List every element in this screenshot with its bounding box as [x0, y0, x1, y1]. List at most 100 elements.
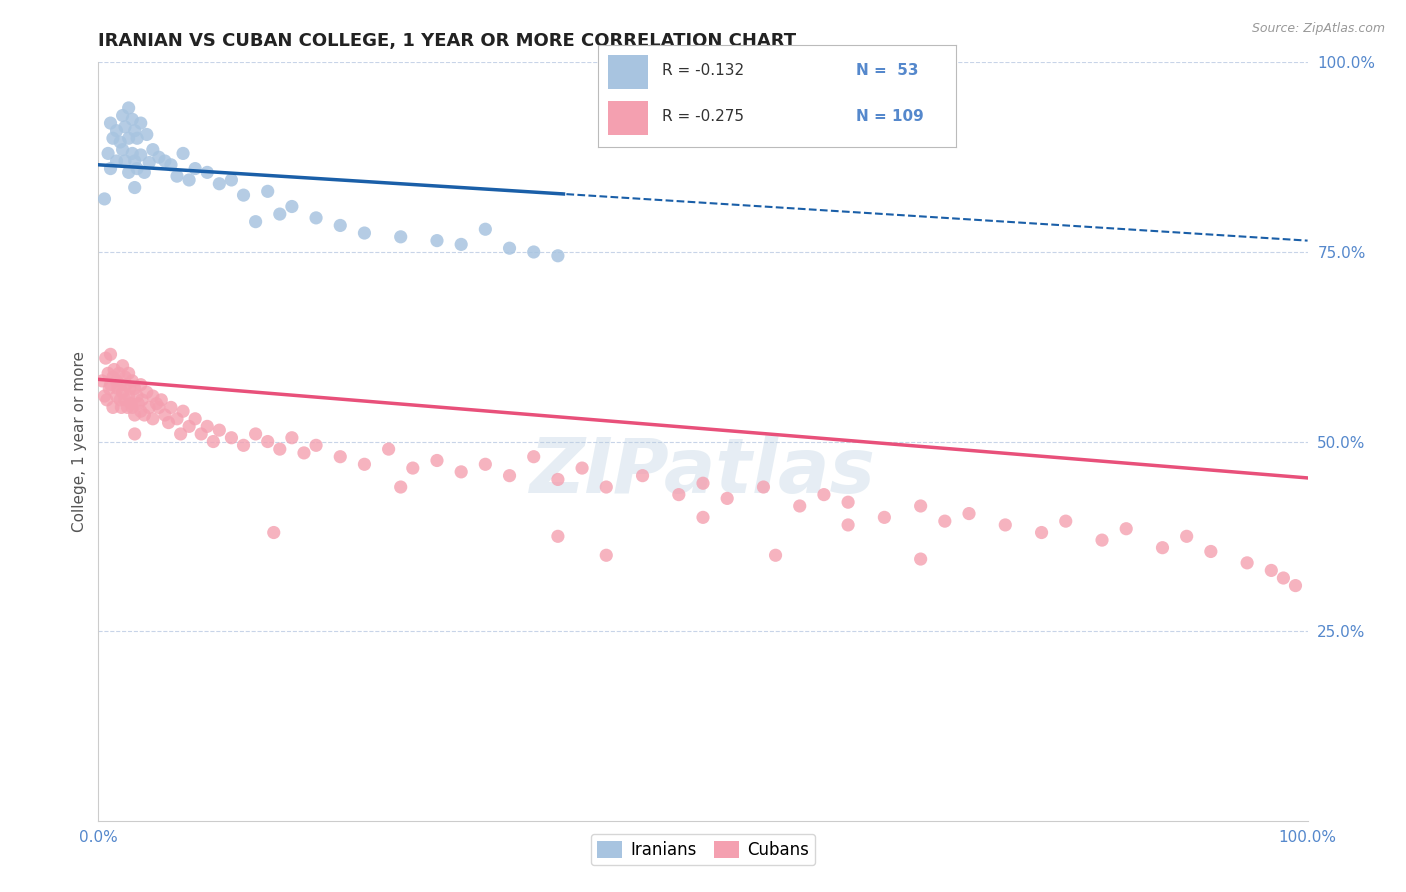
Point [105, 374, 128, 388]
Point [305, 438, 328, 452]
Point [547, 249, 569, 263]
Point [97, 146, 120, 161]
Point [124, 153, 146, 168]
Point [103, 362, 125, 376]
Point [1236, 556, 1258, 570]
Point [1054, 514, 1077, 528]
Point [994, 517, 1017, 532]
Point [114, 153, 136, 168]
Point [127, 131, 149, 145]
Point [129, 148, 152, 162]
Point [127, 396, 149, 410]
Point [108, 135, 131, 149]
Point [101, 370, 124, 384]
Point [91, 374, 114, 388]
Point [100, 116, 122, 130]
Point [692, 510, 714, 524]
Point [108, 392, 131, 407]
Point [114, 120, 136, 134]
Point [752, 480, 775, 494]
Point [873, 510, 896, 524]
Point [121, 146, 143, 161]
Point [256, 184, 278, 198]
Point [129, 116, 152, 130]
Text: N = 109: N = 109 [856, 110, 924, 124]
Point [105, 389, 128, 403]
Point [100, 377, 122, 392]
Point [292, 446, 315, 460]
Point [166, 169, 188, 184]
Text: R = -0.132: R = -0.132 [662, 63, 744, 78]
Text: ZIPatlas: ZIPatlas [530, 435, 876, 508]
Text: IRANIAN VS CUBAN COLLEGE, 1 YEAR OR MORE CORRELATION CHART: IRANIAN VS CUBAN COLLEGE, 1 YEAR OR MORE… [98, 32, 797, 50]
Point [195, 165, 218, 179]
Point [148, 401, 170, 415]
Point [1272, 571, 1295, 585]
Point [281, 431, 304, 445]
Point [263, 525, 285, 540]
Point [595, 480, 617, 494]
Point [547, 473, 569, 487]
Point [184, 412, 207, 426]
Point [131, 392, 153, 407]
Point [121, 401, 143, 415]
Point [957, 507, 980, 521]
Point [256, 434, 278, 449]
Point [474, 458, 496, 472]
Point [148, 150, 170, 164]
Point [269, 207, 291, 221]
Point [121, 112, 143, 127]
Point [571, 461, 593, 475]
Point [142, 143, 165, 157]
Point [127, 161, 149, 176]
FancyBboxPatch shape [609, 101, 648, 135]
Point [934, 514, 956, 528]
Point [523, 450, 546, 464]
Point [716, 491, 738, 506]
Point [179, 173, 201, 187]
Point [101, 131, 124, 145]
Point [402, 461, 425, 475]
Point [184, 161, 207, 176]
Point [135, 385, 157, 400]
Point [115, 377, 138, 392]
Point [208, 423, 231, 437]
Point [426, 234, 449, 248]
Point [160, 158, 183, 172]
Point [94, 351, 117, 366]
Point [1091, 533, 1114, 548]
Point [789, 499, 811, 513]
Point [269, 442, 291, 457]
Point [134, 408, 156, 422]
Legend: Iranians, Cubans: Iranians, Cubans [591, 834, 815, 865]
Point [202, 434, 225, 449]
Point [353, 458, 375, 472]
Point [208, 177, 231, 191]
Point [105, 123, 128, 137]
Point [329, 219, 352, 233]
Point [118, 366, 141, 380]
Point [157, 416, 180, 430]
Point [523, 244, 546, 259]
Point [389, 229, 412, 244]
Point [100, 347, 122, 361]
Point [172, 146, 194, 161]
Point [377, 442, 399, 457]
Point [595, 548, 617, 563]
Point [190, 427, 212, 442]
Point [450, 237, 472, 252]
Point [389, 480, 412, 494]
Point [145, 396, 167, 410]
Point [96, 392, 118, 407]
Point [108, 377, 131, 392]
Point [107, 382, 129, 396]
Point [910, 552, 932, 566]
Point [138, 401, 160, 415]
Point [111, 359, 134, 373]
Point [124, 427, 146, 442]
Point [100, 161, 122, 176]
Point [1115, 522, 1137, 536]
Point [353, 226, 375, 240]
Point [910, 499, 932, 513]
Point [97, 366, 120, 380]
